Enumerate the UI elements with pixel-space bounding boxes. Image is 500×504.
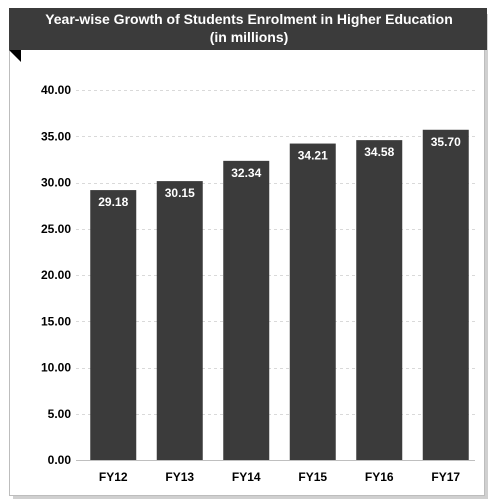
y-tick-label: 0.00 (48, 453, 72, 467)
bar (356, 140, 403, 460)
bar (156, 181, 203, 461)
y-tick-label: 30.00 (41, 176, 71, 190)
bar (289, 143, 336, 460)
x-tick-label: FY12 (99, 470, 128, 484)
data-label: 34.21 (298, 149, 328, 163)
chart-title: Year-wise Growth of Students Enrolment i… (45, 11, 453, 27)
x-tick-label: FY17 (431, 470, 460, 484)
title-banner-fold (9, 50, 21, 62)
bar (90, 190, 137, 460)
data-labels: 29.18 30.15 32.34 34.21 34.58 35.70 (98, 135, 461, 209)
title-banner (9, 8, 487, 50)
chart-frame-shadow-right (485, 14, 488, 498)
data-label: 32.34 (231, 166, 261, 180)
x-tick-label: FY14 (232, 470, 261, 484)
bar (223, 160, 270, 461)
y-tick-label: 25.00 (41, 222, 71, 236)
data-label: 35.70 (431, 135, 461, 149)
y-axis-ticks: 0.00 5.00 10.00 15.00 20.00 25.00 30.00 35.00 40… (41, 83, 71, 467)
y-tick-label: 10.00 (41, 361, 71, 375)
bar (422, 129, 469, 460)
data-label: 34.58 (364, 145, 394, 159)
y-tick-label: 15.00 (41, 314, 71, 328)
x-tick-label: FY16 (365, 470, 394, 484)
x-tick-label: FY13 (165, 470, 194, 484)
bars (90, 129, 469, 461)
y-tick-label: 20.00 (41, 268, 71, 282)
data-label: 29.18 (98, 195, 128, 209)
x-axis-ticks: FY12 FY13 FY14 FY15 FY16 FY17 (99, 470, 461, 484)
gridlines (76, 90, 475, 415)
chart-frame-shadow-bottom (13, 496, 488, 499)
chart-subtitle: (in millions) (210, 29, 289, 45)
y-tick-label: 5.00 (48, 407, 72, 421)
y-tick-label: 35.00 (41, 129, 71, 143)
data-label: 30.15 (165, 186, 195, 200)
x-tick-label: FY15 (298, 470, 327, 484)
y-tick-label: 40.00 (41, 83, 71, 97)
